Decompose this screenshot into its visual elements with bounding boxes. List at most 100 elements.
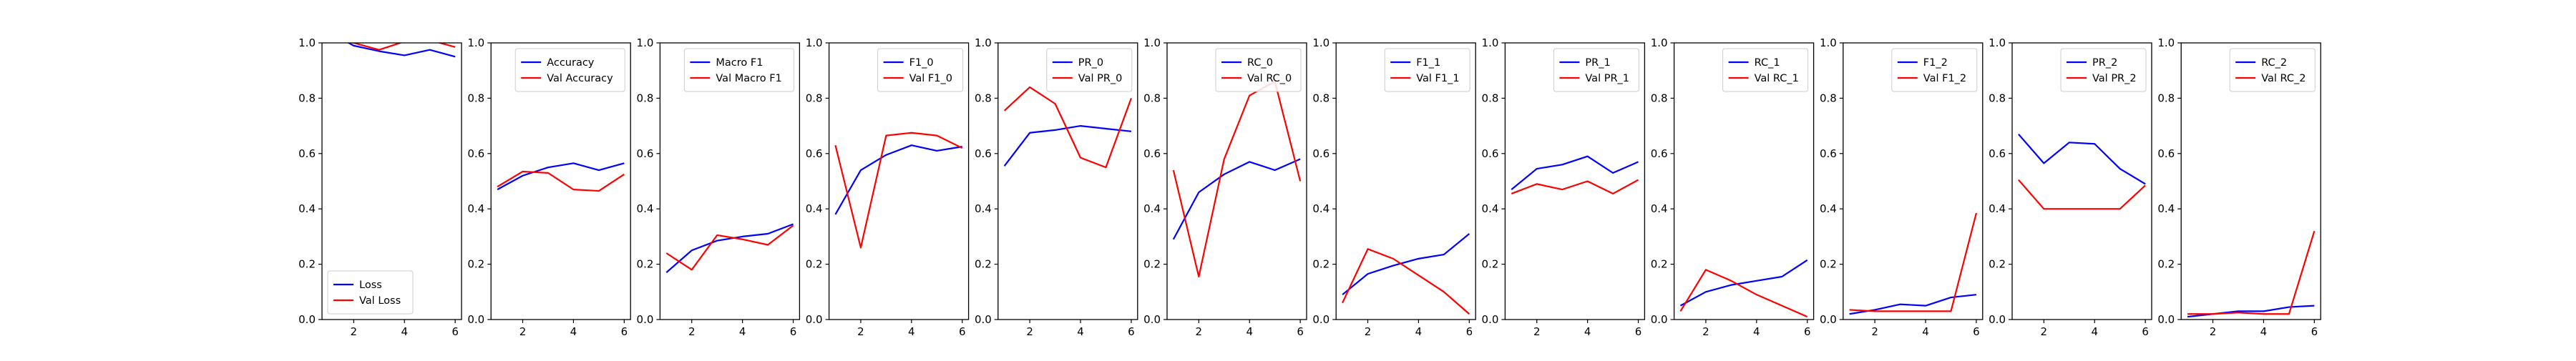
axes-frame [1843, 42, 1984, 320]
series-line-Val F1_0 [834, 132, 963, 249]
series-line-Val PR_1 [1511, 179, 1639, 195]
subplot-2: 0.0 0.2 0.4 0.6 0.8 1.0 2 4 6 Accuracy Val Accurac… [467, 36, 631, 338]
y-tick-label: 0.2 [298, 258, 316, 271]
legend-label: RC_0 [1247, 57, 1273, 69]
y-tick-label: 0.2 [2157, 258, 2175, 271]
axes-frame [997, 42, 1138, 320]
legend-box [1384, 48, 1470, 92]
legend-label: Val F1_1 [1416, 73, 1459, 84]
legend-label: Val Accuracy [547, 73, 613, 84]
legend-box [2060, 48, 2147, 92]
y-tick-label: 0.6 [1143, 147, 1161, 160]
x-tick-label: 6 [790, 325, 797, 338]
series-line-F1_0 [834, 144, 962, 215]
y-tick-label: 0.8 [1989, 92, 2006, 104]
x-tick-label: 2 [857, 325, 864, 338]
y-tick-label: 1.0 [975, 36, 992, 49]
x-tick-label: 4 [1922, 325, 1929, 338]
legend: F1_2 Val F1_2 [1891, 48, 1978, 92]
y-tick-label: 0.8 [1482, 92, 1499, 104]
y-tick-label: 1.0 [2157, 36, 2175, 49]
y-tick-label: 0.6 [298, 147, 316, 160]
subplot-1: 0.0 0.2 0.4 0.6 0.8 1.0 2 4 6 Loss Val Loss [298, 36, 462, 338]
legend: PR_2 Val PR_2 [2060, 48, 2147, 92]
x-tick-label: 2 [2041, 325, 2048, 338]
x-tick-label: 4 [1077, 325, 1084, 338]
series-line-RC_2 [2187, 305, 2315, 318]
y-tick-label: 1.0 [1651, 36, 1668, 49]
y-tick-label: 0.2 [1989, 258, 2006, 271]
y-tick-label: 0.0 [1143, 313, 1161, 326]
y-tick-label: 0.0 [1312, 313, 1330, 326]
y-tick-label: 0.8 [1820, 92, 1837, 104]
legend-label: Val F1_0 [909, 73, 952, 84]
y-tick-label: 1.0 [1312, 36, 1330, 49]
x-tick-label: 4 [2091, 325, 2098, 338]
subplot-8: 0.0 0.2 0.4 0.6 0.8 1.0 2 4 6 PR_1 Val PR_1 [1482, 36, 1646, 338]
series-line-Val RC_2 [2187, 230, 2316, 315]
legend-box [683, 48, 794, 92]
legend-box [327, 270, 414, 315]
y-tick-label: 0.4 [298, 202, 316, 215]
x-tick-label: 6 [2311, 325, 2318, 338]
legend-label: Val RC_0 [1247, 73, 1292, 84]
legend: Macro F1 Val Macro F1 [683, 48, 794, 92]
legend-box [877, 48, 964, 92]
series-line-Val Loss [350, 43, 456, 51]
axes-frame [490, 42, 631, 320]
legend-box [1046, 48, 1133, 92]
x-tick-label: 2 [1365, 325, 1372, 338]
legend-label: Accuracy [547, 57, 595, 69]
legend-label: PR_0 [1078, 57, 1103, 69]
y-tick-label: 0.2 [975, 258, 992, 271]
y-tick-label: 0.0 [1482, 313, 1499, 326]
x-tick-label: 6 [959, 325, 966, 338]
y-tick-label: 0.8 [806, 92, 823, 104]
y-tick-label: 0.8 [2157, 92, 2175, 104]
legend: RC_0 Val RC_0 [1215, 48, 1302, 92]
x-tick-label: 2 [351, 325, 358, 338]
legend-label: Val PR_0 [1078, 73, 1123, 84]
y-tick-label: 0.2 [467, 258, 484, 271]
legend: Loss Val Loss [327, 270, 414, 315]
y-tick-label: 0.4 [975, 202, 992, 215]
axes-frame [828, 42, 970, 320]
y-tick-label: 0.0 [2157, 313, 2175, 326]
y-tick-label: 0.0 [1651, 313, 1668, 326]
y-tick-label: 0.4 [1482, 202, 1499, 215]
legend: PR_1 Val PR_1 [1553, 48, 1639, 92]
legend-label: Val RC_1 [1755, 73, 1799, 84]
y-tick-label: 0.4 [1312, 202, 1330, 215]
axes-frame [1504, 42, 1646, 320]
y-tick-label: 0.2 [1312, 258, 1330, 271]
series-line-Accuracy [497, 162, 625, 191]
y-tick-label: 0.6 [637, 147, 654, 160]
y-tick-label: 0.8 [975, 92, 992, 104]
y-tick-label: 0.0 [1989, 313, 2006, 326]
y-tick-label: 0.0 [637, 313, 654, 326]
legend-box [1215, 48, 1302, 92]
series-line-Val Macro F1 [665, 224, 794, 271]
y-tick-label: 1.0 [1820, 36, 1837, 49]
subplot-4: 0.0 0.2 0.4 0.6 0.8 1.0 2 4 6 F1_0 Val F1_0 [806, 36, 970, 338]
x-tick-label: 2 [1702, 325, 1709, 338]
axes-frame [1335, 42, 1476, 320]
legend-box [514, 48, 625, 92]
x-tick-label: 4 [1753, 325, 1760, 338]
legend-box [1553, 48, 1639, 92]
series-line-Val RC_1 [1679, 269, 1808, 318]
y-tick-label: 1.0 [298, 36, 316, 49]
legend-label: Macro F1 [716, 57, 763, 69]
series-line-Loss [346, 43, 456, 58]
legend-label: Val RC_2 [2261, 73, 2306, 84]
legend-label: Val Macro F1 [716, 73, 781, 84]
series-line-Val PR_2 [2018, 179, 2146, 210]
y-tick-label: 0.6 [1989, 147, 2006, 160]
series-line-Val F1_1 [1342, 248, 1470, 315]
legend-label: Val Loss [359, 295, 401, 307]
y-tick-label: 0.0 [298, 313, 316, 326]
series-line-Val F1_2 [1849, 212, 1978, 312]
series-line-F1_1 [1342, 233, 1470, 296]
